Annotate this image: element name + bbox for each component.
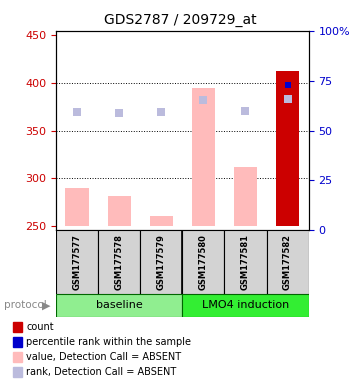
Text: protocol: protocol [4,300,46,310]
Bar [182,294,309,317]
Text: GSM177581: GSM177581 [241,234,250,290]
Text: rank, Detection Call = ABSENT: rank, Detection Call = ABSENT [26,367,177,377]
Text: GSM177582: GSM177582 [283,234,292,290]
Text: ▶: ▶ [42,300,50,310]
Text: GDS2787 / 209729_at: GDS2787 / 209729_at [104,13,257,27]
Bar [192,88,215,226]
Text: count: count [26,322,54,332]
Bar [266,230,309,294]
Bar [225,230,266,294]
Bar [13,367,22,377]
Text: baseline: baseline [96,300,143,310]
Bar [108,196,131,226]
Text: value, Detection Call = ABSENT: value, Detection Call = ABSENT [26,352,181,362]
Bar [276,71,299,226]
Bar [65,188,88,226]
Bar [98,230,140,294]
Text: LMO4 induction: LMO4 induction [202,300,289,310]
Text: GSM177579: GSM177579 [157,234,166,290]
Bar [13,352,22,362]
Text: GSM177578: GSM177578 [115,234,123,290]
Text: percentile rank within the sample: percentile rank within the sample [26,337,191,347]
Text: GSM177580: GSM177580 [199,234,208,290]
Bar [182,230,225,294]
Bar [56,294,182,317]
Bar [234,167,257,226]
Bar [13,323,22,332]
Text: GSM177577: GSM177577 [73,234,82,290]
Bar [56,230,98,294]
Bar [13,337,22,347]
Bar [150,216,173,226]
Bar [276,71,299,226]
Bar [140,230,182,294]
